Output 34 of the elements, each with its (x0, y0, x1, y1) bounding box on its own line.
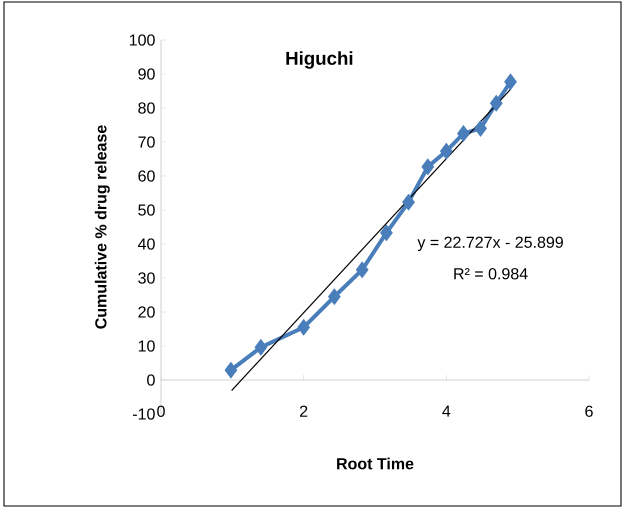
x-tick-label: 2 (300, 406, 308, 417)
y-tick-label: 70 (138, 136, 155, 148)
point (254, 339, 268, 356)
y-tick-label: 40 (138, 238, 155, 250)
y-tick-label: 10 (138, 340, 155, 352)
point (297, 318, 310, 336)
point (402, 194, 415, 211)
y-tick-label: 50 (138, 204, 155, 216)
y-tick-label: 100 (130, 34, 155, 46)
y-tick-label: 20 (138, 306, 155, 318)
y-tick-label: -10 (132, 408, 155, 420)
x-tick-label: 0 (157, 406, 165, 417)
y-tick-label: 80 (138, 102, 155, 114)
y-axis-title: Cumulative % drug release (94, 125, 110, 329)
y-tick-label: 0 (147, 374, 155, 386)
y-tick-label: 30 (138, 272, 155, 284)
y-tick-label: 60 (138, 170, 155, 182)
y-tick-label: 90 (138, 68, 155, 80)
point (457, 125, 470, 142)
point (224, 362, 238, 378)
x-tick-label: 6 (585, 406, 593, 417)
annotation: y = 22.727x - 25.899 (417, 236, 563, 252)
point (440, 142, 453, 160)
annotation: R² = 0.984 (454, 268, 528, 280)
x-axis-title: Root Time (337, 458, 414, 470)
point (504, 73, 517, 90)
point (356, 262, 368, 278)
text: Higuchi (286, 51, 352, 69)
point (421, 158, 434, 176)
point (328, 288, 341, 306)
point (490, 94, 503, 112)
point (380, 224, 393, 242)
point (474, 120, 487, 137)
x-tick-label: 4 (442, 406, 450, 417)
